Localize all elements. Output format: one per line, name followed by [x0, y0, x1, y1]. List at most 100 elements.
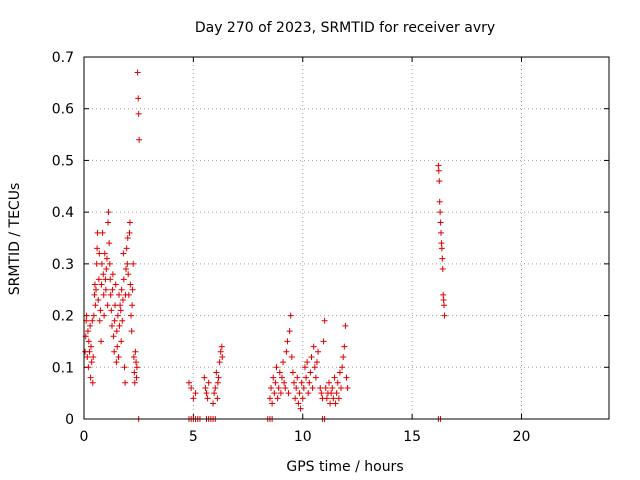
data-point	[97, 307, 104, 314]
data-point	[116, 291, 122, 298]
x-axis-label: GPS time / hours	[286, 459, 403, 475]
data-point	[114, 343, 121, 350]
data-point	[190, 395, 197, 402]
x-tick-label: 15	[403, 429, 421, 445]
data-point	[94, 229, 101, 236]
y-axis-label: SRMTID / TECUs	[7, 183, 23, 296]
data-point	[328, 390, 335, 397]
data-point	[291, 379, 297, 386]
data-point	[440, 291, 447, 298]
data-point	[270, 374, 277, 381]
data-point	[294, 374, 301, 381]
data-point	[288, 353, 295, 360]
data-point	[89, 317, 96, 324]
data-point	[99, 229, 106, 236]
data-point	[127, 281, 134, 288]
data-point	[326, 379, 332, 386]
data-point	[88, 343, 94, 350]
data-point	[437, 209, 444, 216]
data-point	[122, 379, 129, 386]
data-point	[277, 390, 284, 397]
data-point	[219, 353, 226, 360]
data-point	[133, 374, 140, 381]
data-point	[215, 374, 222, 381]
data-point	[202, 384, 209, 391]
data-point	[303, 374, 310, 381]
data-point	[441, 312, 448, 319]
data-point	[266, 395, 273, 402]
data-point	[338, 384, 345, 391]
data-point	[205, 379, 212, 386]
data-point	[134, 69, 141, 76]
data-point	[135, 95, 142, 102]
data-point	[336, 369, 343, 376]
data-point	[103, 266, 110, 273]
data-point	[312, 374, 319, 381]
data-point	[105, 209, 112, 216]
data-point	[96, 250, 103, 257]
data-point	[119, 297, 126, 304]
data-point	[87, 322, 94, 329]
data-point	[287, 312, 294, 319]
data-point	[105, 219, 112, 226]
data-point	[210, 400, 217, 407]
x-tick-label: 0	[80, 429, 89, 445]
data-point	[440, 297, 447, 304]
data-point	[327, 400, 334, 407]
data-point	[315, 348, 322, 355]
data-point	[93, 286, 100, 293]
data-point	[441, 302, 448, 309]
data-point	[83, 312, 90, 319]
data-point	[323, 395, 330, 402]
data-point	[438, 229, 444, 236]
data-point	[438, 245, 445, 252]
data-point	[214, 379, 221, 386]
data-point	[304, 359, 311, 366]
data-point	[106, 240, 113, 247]
axis-ticks: 0 5 10 15 20 0 0.1 0.2 0.3 0.4 0.5 0.6 0.7	[52, 50, 609, 445]
data-point	[135, 110, 142, 117]
data-point	[276, 369, 283, 376]
data-point	[132, 348, 139, 355]
data-point	[332, 400, 339, 407]
data-point	[96, 317, 103, 324]
data-point	[296, 390, 303, 397]
data-point	[98, 260, 105, 267]
data-point	[329, 384, 336, 391]
data-point	[111, 348, 118, 355]
data-point	[102, 286, 109, 293]
data-point	[107, 291, 114, 298]
data-point	[275, 384, 282, 391]
data-point	[439, 255, 446, 262]
data-point	[103, 255, 110, 262]
data-point	[322, 384, 329, 391]
data-point	[126, 229, 133, 236]
data-point	[339, 364, 346, 371]
data-point	[95, 276, 102, 283]
data-point	[300, 384, 307, 391]
data-point	[113, 328, 120, 335]
y-tick-label: 0.3	[52, 257, 74, 273]
data-point	[311, 364, 318, 371]
y-tick-label: 0	[65, 412, 74, 428]
data-point	[321, 317, 328, 324]
data-point	[273, 364, 280, 371]
data-point	[84, 328, 91, 335]
data-point	[125, 271, 132, 278]
data-point	[128, 312, 135, 319]
data-point	[128, 328, 135, 335]
data-point	[317, 384, 324, 391]
data-point	[435, 167, 442, 174]
data-point	[283, 348, 290, 355]
data-point	[286, 328, 293, 335]
data-point	[293, 384, 300, 391]
data-point	[120, 250, 127, 257]
data-point	[285, 390, 292, 397]
data-point	[109, 286, 116, 293]
data-point	[203, 390, 210, 397]
data-point	[211, 390, 218, 397]
y-tick-label: 0.2	[52, 309, 74, 325]
data-point	[130, 353, 137, 360]
data-point	[212, 384, 219, 391]
data-point	[95, 297, 102, 304]
